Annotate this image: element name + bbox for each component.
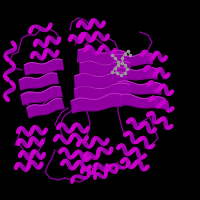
Polygon shape: [21, 86, 62, 105]
Polygon shape: [80, 61, 130, 76]
Polygon shape: [120, 94, 165, 109]
Polygon shape: [115, 68, 157, 80]
Polygon shape: [74, 83, 130, 101]
Polygon shape: [27, 99, 64, 118]
Polygon shape: [78, 49, 126, 65]
Polygon shape: [112, 53, 152, 66]
Polygon shape: [24, 59, 63, 75]
Polygon shape: [19, 73, 58, 90]
Polygon shape: [75, 72, 127, 88]
Polygon shape: [118, 81, 161, 94]
Polygon shape: [71, 93, 122, 113]
